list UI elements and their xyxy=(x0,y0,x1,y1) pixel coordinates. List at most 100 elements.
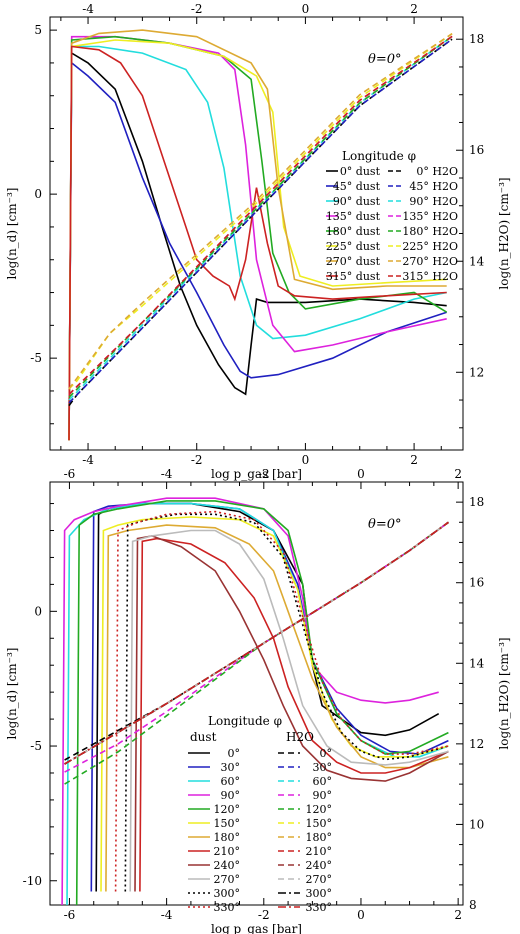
panel1-legend-label-dust: 225° dust xyxy=(326,240,381,253)
panel2-x-top-tick-label: -6 xyxy=(64,467,76,481)
panel1-x-top-tick-label: -4 xyxy=(82,2,94,16)
panel1-x-axis-label: log p_gas [bar] xyxy=(211,467,302,481)
panel1-h2o-line-270° H2O xyxy=(68,33,453,390)
panel1-x-tick-label: -4 xyxy=(82,453,94,467)
panel2-legend-label-h2o: 0° xyxy=(320,747,333,760)
panel2-legend-label-dust: 300° xyxy=(214,887,241,900)
panel2-y-right-axis-label: log(n_H2O) [cm⁻³] xyxy=(497,637,511,749)
panel2-x-tick-label: -6 xyxy=(64,908,76,922)
panel2-legend-label-h2o: 150° xyxy=(306,817,333,830)
panel1-h2o-line-180° H2O xyxy=(68,35,453,398)
panel2-legend-label-dust: 120° xyxy=(214,803,241,816)
panel2-legend-label-dust: 30° xyxy=(221,761,241,774)
panel1-y-right-tick-label: 12 xyxy=(469,365,484,379)
panel1-h2o-line-90° H2O xyxy=(68,35,453,401)
panel2-legend-label-dust: 0° xyxy=(228,747,241,760)
panel1-dust-line-315° dust xyxy=(68,45,447,441)
panel1-x-top-tick-label: -2 xyxy=(191,2,203,16)
panel2-legend-label-h2o: 90° xyxy=(313,789,333,802)
panel1-legend-label-h2o: 0° H2O xyxy=(416,165,458,178)
panel2-y-left-tick-label: -10 xyxy=(23,874,42,888)
panel1-legend-label-h2o: 270° H2O xyxy=(402,255,458,268)
panel1-h2o-line-315° H2O xyxy=(68,35,453,396)
panel1-y-left-tick-label: 0 xyxy=(34,187,42,201)
panel2-h2o-line-120° xyxy=(64,521,449,785)
panel2-y-left-tick-label: -5 xyxy=(30,739,42,753)
panel1-y-left-tick-label: -5 xyxy=(30,351,42,365)
panel2-y-right-tick-label: 10 xyxy=(469,817,484,831)
panel2-dust-line-120° xyxy=(75,500,449,905)
panel1-dust-line-45° dust xyxy=(68,61,447,441)
panel1-dust-line-225° dust xyxy=(68,39,447,441)
panel2-legend-label-h2o: 300° xyxy=(306,887,333,900)
panel2-y-left-tick-label: 0 xyxy=(34,604,42,618)
panel2-legend-label-h2o: 210° xyxy=(306,845,333,858)
panel2-x-tick-label: 2 xyxy=(454,908,462,922)
panel2-dust-line-90° xyxy=(61,497,439,905)
panel2-x-top-tick-label: 0 xyxy=(357,467,365,481)
panel2-theta-annotation: θ=0° xyxy=(368,517,402,532)
panel2-legend-col-dust: dust xyxy=(190,730,217,744)
panel2-y-right-tick-label: 12 xyxy=(469,737,484,751)
panel1-x-tick-label: 0 xyxy=(302,453,310,467)
panel2-y-right-tick-label: 8 xyxy=(469,898,477,912)
panel2-legend-label-dust: 90° xyxy=(221,789,241,802)
panel2-h2o-line-330° xyxy=(64,521,449,765)
panel1-legend-label-dust: 180° dust xyxy=(326,225,381,238)
panel2-legend-label-h2o: 330° xyxy=(306,901,333,914)
panel2-legend-label-dust: 60° xyxy=(221,775,241,788)
panel2-legend-label-dust: 150° xyxy=(214,817,241,830)
panel2-legend-col-h2o: H2O xyxy=(286,730,314,744)
panel1-legend-label-dust: 315° dust xyxy=(326,270,381,283)
panel1-x-tick-label: -2 xyxy=(191,453,203,467)
panel2-x-tick-label: 0 xyxy=(357,908,365,922)
panel2-y-left-axis-label: log(n_d) [cm⁻³] xyxy=(5,648,19,740)
panel2-x-axis-label: log p_gas [bar] xyxy=(211,922,302,934)
panel2-x-tick-label: -4 xyxy=(161,908,173,922)
panel2-dust-line-180° xyxy=(105,524,449,892)
panel2-legend-label-dust: 270° xyxy=(214,873,241,886)
panel2-x-tick-label: -2 xyxy=(258,908,270,922)
panel2-y-right-tick-label: 18 xyxy=(469,495,484,509)
panel1-h2o-line-0° H2O xyxy=(68,38,453,407)
panel1-legend-title: Longitude φ xyxy=(342,149,416,163)
panel2-legend-label-dust: 240° xyxy=(214,859,241,872)
panel1-series-group xyxy=(68,29,453,441)
panel1-x-top-tick-label: 2 xyxy=(410,2,418,16)
panel2-dust-line-60° xyxy=(66,502,449,905)
panel1-y-right-tick-label: 14 xyxy=(469,254,485,268)
panel2-dust-line-30° xyxy=(90,502,449,892)
panel2-x-top-tick-label: -2 xyxy=(258,467,270,481)
panel1-dust-line-270° dust xyxy=(68,29,447,441)
panel1-legend-label-h2o: 45° H2O xyxy=(409,180,458,193)
panel1-legend-label-h2o: 315° H2O xyxy=(402,270,458,283)
panel2-legend-label-h2o: 30° xyxy=(313,761,333,774)
panel2-dust-line-240° xyxy=(134,535,449,892)
panel1-dust-line-0° dust xyxy=(68,51,447,441)
panel1-legend-label-dust: 135° dust xyxy=(326,210,381,223)
panel1-dust-line-90° dust xyxy=(68,45,447,441)
panel1-h2o-line-225° H2O xyxy=(68,33,453,390)
panel2-dust-line-300° xyxy=(124,513,449,892)
panel2-y-right-tick-label: 16 xyxy=(469,576,484,590)
panel2-legend-label-h2o: 270° xyxy=(306,873,333,886)
panel1-legend-label-h2o: 225° H2O xyxy=(402,240,458,253)
panel2-dust-line-210° xyxy=(139,537,449,892)
panel1-legend-label-h2o: 135° H2O xyxy=(402,210,458,223)
panel1-dust-line-180° dust xyxy=(68,35,448,441)
panel2-legend-label-dust: 180° xyxy=(214,831,241,844)
panel1-legend-label-dust: 45° dust xyxy=(333,180,381,193)
panel2-legend-label-h2o: 180° xyxy=(306,831,333,844)
panel1-dust-line-135° dust xyxy=(68,35,447,441)
panel1-legend-label-dust: 0° dust xyxy=(340,165,381,178)
panel2-legend-title: Longitude φ xyxy=(208,714,282,728)
panel1-y-right-axis-label: log(n_H2O) [cm⁻³] xyxy=(497,177,511,289)
panel2-legend-label-dust: 330° xyxy=(214,901,241,914)
panel1-h2o-line-45° H2O xyxy=(68,38,453,404)
panel1-theta-annotation: θ=0° xyxy=(368,52,402,67)
panel1-y-right-tick-label: 16 xyxy=(469,143,484,157)
panel2-legend-label-dust: 210° xyxy=(214,845,241,858)
panel1-legend-label-dust: 270° dust xyxy=(326,255,381,268)
panel2-legend-label-h2o: 240° xyxy=(306,859,333,872)
